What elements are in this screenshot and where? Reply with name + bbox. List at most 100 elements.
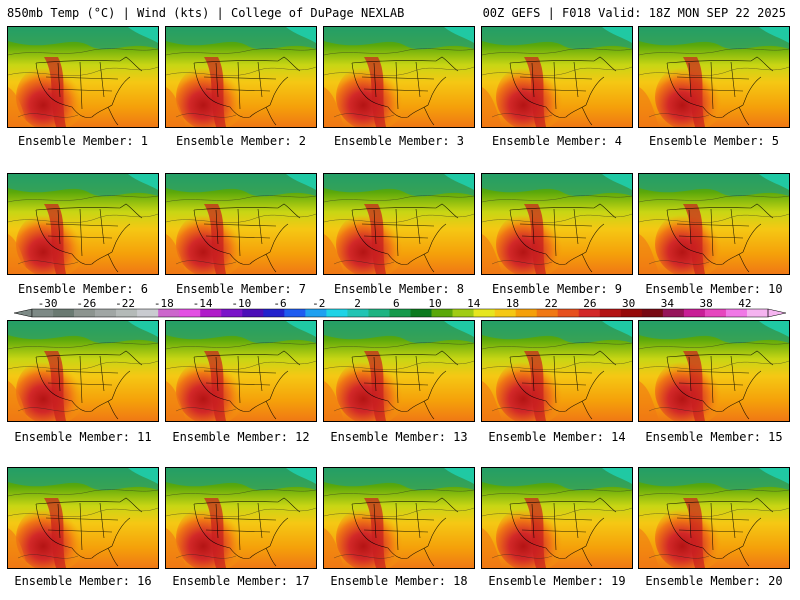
temperature-map — [324, 27, 474, 127]
colorbar-tick-label: 42 — [738, 297, 751, 310]
colorbar-tick-label: 2 — [354, 297, 361, 310]
ensemble-member-map — [7, 173, 159, 275]
temperature-colorbar: -30 -26 -22 -18 -14 -10 -6 -2 2 6 10 14 18 22 26 30 34 38… — [14, 297, 786, 319]
temperature-map — [324, 321, 474, 421]
ensemble-member-caption: Ensemble Member: 15 — [645, 430, 783, 444]
colorbar-swatch — [536, 309, 559, 317]
ensemble-member-caption: Ensemble Member: 16 — [14, 574, 152, 588]
ensemble-member-map — [165, 173, 317, 275]
ensemble-member-caption: Ensemble Member: 19 — [488, 574, 626, 588]
ensemble-member-caption: Ensemble Member: 10 — [645, 282, 783, 296]
colorbar-swatch — [599, 309, 622, 317]
colorbar-tick-label: 6 — [393, 297, 400, 310]
ensemble-member-caption: Ensemble Member: 13 — [330, 430, 468, 444]
temperature-map — [8, 174, 158, 274]
temperature-map — [482, 174, 632, 274]
colorbar-swatch — [452, 309, 474, 317]
ensemble-member-map — [323, 173, 475, 275]
ensemble-member-map — [638, 320, 790, 422]
ensemble-member-caption: Ensemble Member: 9 — [491, 282, 623, 296]
ensemble-member-map — [481, 26, 633, 128]
colorbar-tick-label: 34 — [661, 297, 675, 310]
colorbar-tick-label: 14 — [467, 297, 481, 310]
temperature-map — [166, 27, 316, 127]
colorbar-tick-label: -22 — [115, 297, 135, 310]
colorbar-swatch — [578, 309, 601, 317]
colorbar-swatch — [515, 309, 537, 317]
colorbar-swatch — [284, 309, 306, 317]
ensemble-member-map — [638, 26, 790, 128]
ensemble-member-caption: Ensemble Member: 7 — [175, 282, 307, 296]
ensemble-member-caption: Ensemble Member: 14 — [488, 430, 626, 444]
colorbar-tick-label: 30 — [622, 297, 635, 310]
ensemble-member-map — [7, 467, 159, 569]
temperature-map — [8, 468, 158, 568]
temperature-map — [166, 174, 316, 274]
colorbar-max-arrow — [767, 308, 786, 318]
colorbar-tick-label: -6 — [273, 297, 286, 310]
colorbar-tick-label: -14 — [193, 297, 213, 310]
colorbar-swatch — [74, 309, 96, 317]
colorbar-swatch — [242, 309, 264, 317]
ensemble-member-map — [323, 320, 475, 422]
ensemble-member-caption: Ensemble Member: 1 — [17, 134, 149, 148]
ensemble-member-caption: Ensemble Member: 2 — [175, 134, 307, 148]
ensemble-member-map — [638, 173, 790, 275]
ensemble-member-map — [481, 173, 633, 275]
temperature-map — [482, 27, 632, 127]
colorbar-swatch — [32, 309, 54, 317]
ensemble-member-caption: Ensemble Member: 4 — [491, 134, 623, 148]
ensemble-member-caption: Ensemble Member: 18 — [330, 574, 468, 588]
colorbar-tick-label: 22 — [545, 297, 558, 310]
colorbar-swatch — [746, 309, 769, 317]
colorbar-swatch — [620, 309, 643, 317]
colorbar-swatch — [158, 309, 180, 317]
valid-time-label: 00Z GEFS | F018 Valid: 18Z MON SEP 22 20… — [482, 6, 786, 20]
colorbar-tick-label: 26 — [583, 297, 596, 310]
colorbar-swatch — [473, 309, 495, 317]
colorbar-swatch — [389, 309, 411, 317]
colorbar-swatch — [179, 309, 201, 317]
colorbar-swatch — [557, 309, 580, 317]
colorbar-swatch — [494, 309, 516, 317]
ensemble-member-caption: Ensemble Member: 6 — [17, 282, 149, 296]
colorbar-swatch — [326, 309, 348, 317]
colorbar-swatch — [95, 309, 117, 317]
ensemble-member-map — [481, 467, 633, 569]
ensemble-member-caption: Ensemble Member: 11 — [14, 430, 152, 444]
colorbar-swatch — [368, 309, 390, 317]
temperature-map — [639, 468, 789, 568]
colorbar-tick-label: 38 — [700, 297, 713, 310]
temperature-map — [639, 321, 789, 421]
colorbar-swatch — [347, 309, 369, 317]
ensemble-member-caption: Ensemble Member: 17 — [172, 574, 310, 588]
colorbar-swatch — [116, 309, 138, 317]
colorbar-swatch — [431, 309, 453, 317]
colorbar-tick-label: 18 — [506, 297, 519, 310]
colorbar-tick-label: -18 — [154, 297, 174, 310]
temperature-map — [8, 321, 158, 421]
colorbar-swatch — [410, 309, 432, 317]
ensemble-member-map — [7, 320, 159, 422]
ensemble-member-map — [7, 26, 159, 128]
colorbar-swatch — [53, 309, 75, 317]
temperature-map — [639, 27, 789, 127]
temperature-map — [324, 468, 474, 568]
temperature-map — [324, 174, 474, 274]
colorbar-swatch — [221, 309, 243, 317]
temperature-map — [166, 321, 316, 421]
colorbar-swatch — [725, 309, 748, 317]
temperature-map — [8, 27, 158, 127]
ensemble-member-map — [638, 467, 790, 569]
ensemble-member-map — [323, 26, 475, 128]
ensemble-member-caption: Ensemble Member: 3 — [333, 134, 465, 148]
colorbar-tick-label: -30 — [38, 297, 58, 310]
ensemble-member-map — [481, 320, 633, 422]
colorbar-swatch — [662, 309, 685, 317]
colorbar-swatch — [305, 309, 327, 317]
ensemble-member-caption: Ensemble Member: 8 — [333, 282, 465, 296]
colorbar-tick-label: 10 — [428, 297, 441, 310]
temperature-map — [166, 468, 316, 568]
colorbar-tick-label: -10 — [231, 297, 251, 310]
colorbar-swatch — [263, 309, 285, 317]
